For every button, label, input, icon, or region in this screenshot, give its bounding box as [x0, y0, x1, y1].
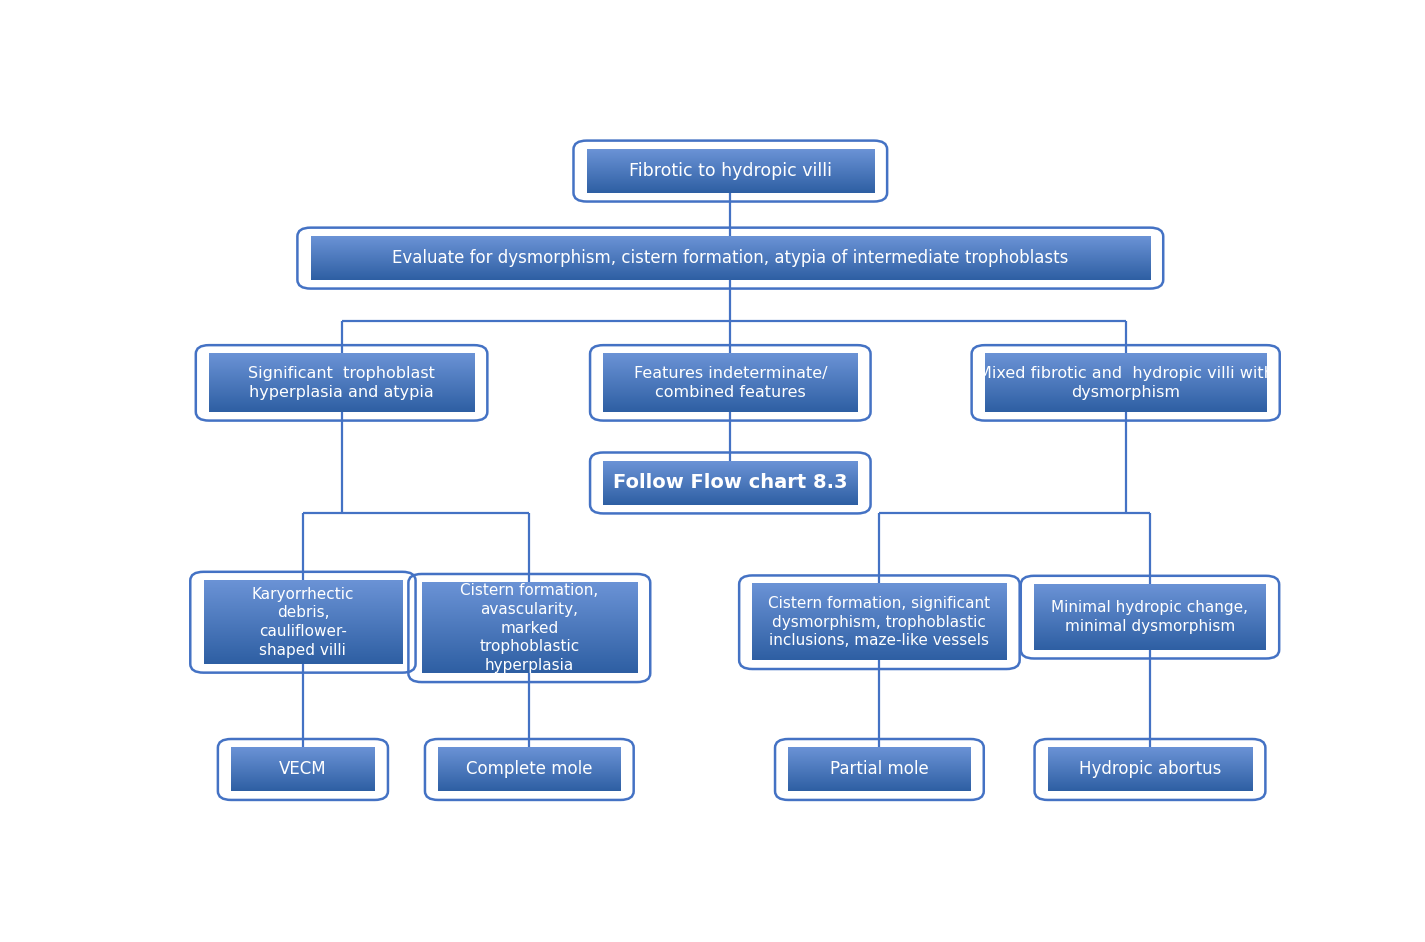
Text: Hydropic abortus: Hydropic abortus — [1079, 760, 1221, 778]
Text: VECM: VECM — [279, 760, 326, 778]
Text: Follow Flow chart 8.3: Follow Flow chart 8.3 — [613, 474, 848, 493]
Text: Mixed fibrotic and  hydropic villi with
dysmorphism: Mixed fibrotic and hydropic villi with d… — [978, 366, 1274, 399]
Text: Complete mole: Complete mole — [466, 760, 593, 778]
Text: Fibrotic to hydropic villi: Fibrotic to hydropic villi — [628, 162, 832, 180]
Text: Features indeterminate/
combined features: Features indeterminate/ combined feature… — [634, 366, 826, 399]
Text: Cistern formation, significant
dysmorphism, trophoblastic
inclusions, maze-like : Cistern formation, significant dysmorphi… — [768, 596, 990, 648]
Text: Minimal hydropic change,
minimal dysmorphism: Minimal hydropic change, minimal dysmorp… — [1052, 600, 1248, 634]
Text: Partial mole: Partial mole — [829, 760, 929, 778]
Text: Significant  trophoblast
hyperplasia and atypia: Significant trophoblast hyperplasia and … — [248, 366, 435, 399]
Text: Karyorrhectic
debris,
cauliflower-
shaped villi: Karyorrhectic debris, cauliflower- shape… — [252, 587, 355, 658]
Text: Evaluate for dysmorphism, cistern formation, atypia of intermediate trophoblasts: Evaluate for dysmorphism, cistern format… — [392, 249, 1069, 268]
Text: Cistern formation,
avascularity,
marked
trophoblastic
hyperplasia: Cistern formation, avascularity, marked … — [460, 583, 598, 673]
